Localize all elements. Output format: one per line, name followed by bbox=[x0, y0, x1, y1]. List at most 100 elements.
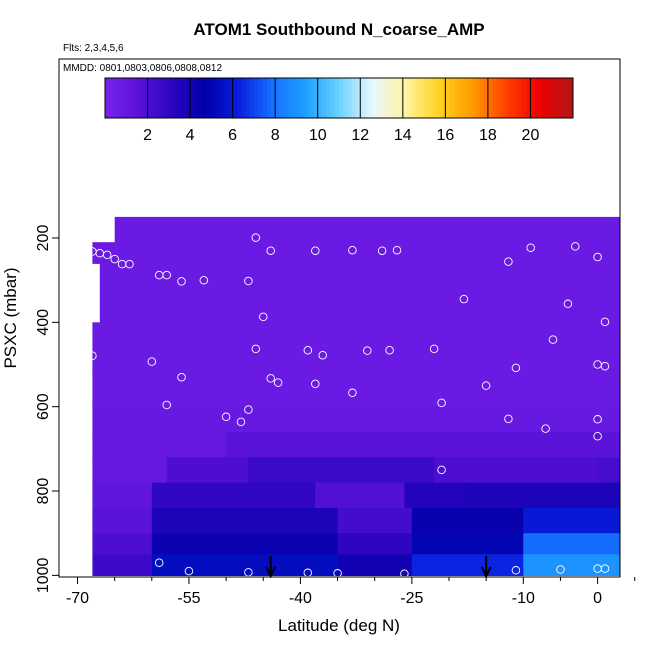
colorbar-swatch bbox=[258, 78, 263, 118]
observation-point bbox=[80, 560, 90, 570]
heatmap-cell bbox=[226, 432, 316, 458]
observation-point bbox=[125, 259, 134, 269]
colorbar-swatch bbox=[151, 78, 157, 118]
observation-point bbox=[251, 344, 261, 354]
colorbar-swatch bbox=[126, 78, 131, 118]
colorbar-swatch bbox=[241, 78, 246, 118]
heatmap-cell bbox=[92, 507, 153, 534]
observation-point bbox=[624, 565, 632, 573]
observation-point bbox=[600, 361, 610, 371]
colorbar-swatch bbox=[390, 78, 395, 118]
flights-note: Flts: 2,3,4,5,6 bbox=[63, 43, 124, 54]
colorbar-swatch bbox=[496, 78, 502, 118]
heatmap-cell bbox=[92, 406, 620, 433]
y-tick-label: 600 bbox=[35, 393, 52, 420]
heatmap-cell bbox=[337, 507, 413, 534]
colorbar-swatch bbox=[381, 78, 387, 118]
observation-point bbox=[102, 250, 112, 260]
heatmap-cell bbox=[337, 533, 413, 555]
heatmap-cells bbox=[92, 216, 620, 576]
observation-point bbox=[244, 405, 253, 414]
heatmap-cell bbox=[315, 432, 620, 458]
colorbar-swatch bbox=[147, 78, 153, 118]
colorbar-swatch bbox=[160, 78, 165, 118]
colorbar-swatch bbox=[262, 78, 268, 118]
observation-point bbox=[184, 566, 194, 576]
colorbar-swatch bbox=[168, 78, 174, 118]
observation-point bbox=[429, 344, 439, 354]
colorbar-tick-label: 4 bbox=[186, 127, 195, 144]
observation-point bbox=[363, 346, 372, 355]
x-tick-label: -25 bbox=[400, 590, 423, 607]
observation-point bbox=[311, 246, 320, 255]
observation-point bbox=[80, 246, 90, 255]
observation-point bbox=[377, 246, 387, 255]
x-tick-label: -55 bbox=[177, 590, 200, 607]
colorbar-tick-label: 20 bbox=[522, 127, 540, 144]
colorbar-swatch bbox=[292, 78, 297, 118]
colorbar-swatch bbox=[551, 78, 557, 118]
colorbar-swatch bbox=[466, 78, 472, 118]
colorbar-swatch bbox=[253, 78, 259, 118]
observation-point bbox=[162, 400, 171, 410]
observation-point bbox=[88, 351, 97, 360]
colorbar-swatch bbox=[309, 78, 314, 118]
colorbar-swatch bbox=[109, 78, 114, 118]
colorbar-swatch bbox=[351, 78, 357, 118]
x-axis-label: Latitude (deg N) bbox=[278, 616, 400, 635]
colorbar-swatch bbox=[156, 78, 161, 118]
observation-point bbox=[600, 317, 610, 327]
colorbar-tick-label: 14 bbox=[394, 127, 412, 144]
observation-points bbox=[80, 233, 632, 577]
observation-point bbox=[437, 398, 446, 408]
observation-point bbox=[162, 270, 171, 280]
colorbar-swatch bbox=[521, 78, 527, 118]
observation-point bbox=[593, 252, 602, 262]
colorbar-swatch bbox=[483, 78, 489, 118]
colorbar-tick-label: 6 bbox=[228, 127, 237, 144]
heatmap-cell bbox=[523, 533, 620, 555]
heatmap-cell bbox=[151, 554, 339, 576]
heatmap-cell bbox=[411, 554, 524, 576]
colorbar-swatch bbox=[436, 78, 442, 118]
x-tick-label: -10 bbox=[512, 590, 535, 607]
colorbar-swatch bbox=[215, 78, 221, 118]
colorbar-swatch bbox=[122, 78, 127, 118]
observation-point bbox=[348, 388, 357, 398]
heatmap-cell bbox=[315, 482, 406, 509]
colorbar-swatch bbox=[228, 78, 234, 118]
observation-point bbox=[273, 378, 283, 387]
colorbar-swatch bbox=[568, 78, 574, 118]
y-axis-label: PSXC (mbar) bbox=[1, 267, 20, 368]
arrow-marker bbox=[265, 556, 277, 579]
colorbar-tick-label: 16 bbox=[436, 127, 454, 144]
colorbar-swatch bbox=[462, 78, 468, 118]
observation-point bbox=[600, 564, 610, 573]
observation-point bbox=[437, 465, 446, 475]
heatmap-cell bbox=[166, 457, 249, 484]
y-tick-label: 200 bbox=[35, 225, 52, 252]
heatmap-cell bbox=[434, 457, 599, 484]
colorbar-swatch bbox=[198, 78, 204, 118]
colorbar-swatch bbox=[449, 78, 455, 118]
heatmap-cell bbox=[463, 216, 620, 243]
observation-point bbox=[526, 243, 535, 252]
colorbar-swatch bbox=[424, 78, 429, 118]
colorbar-swatch bbox=[245, 78, 251, 118]
plot-frame bbox=[58, 58, 621, 578]
heatmap-cell bbox=[92, 533, 153, 555]
observation-point bbox=[147, 357, 157, 366]
colorbar-swatch bbox=[419, 78, 425, 118]
x-tick-label: -40 bbox=[289, 590, 312, 607]
colorbar-tick-label: 2 bbox=[143, 127, 152, 144]
colorbar-swatch bbox=[105, 78, 110, 118]
observation-point bbox=[259, 312, 268, 322]
colorbar-tick-label: 8 bbox=[271, 127, 280, 144]
heatmap-cell bbox=[523, 507, 620, 534]
colorbar-swatch bbox=[513, 78, 519, 118]
x-axis: -70-55-40-25-1001020304050607080 bbox=[66, 577, 636, 607]
observation-point bbox=[244, 276, 253, 286]
observation-point bbox=[199, 275, 209, 285]
dates-note: MMDD: 0801,0803,0806,0808,0812 bbox=[63, 63, 222, 74]
colorbar-tick-label: 12 bbox=[351, 127, 369, 144]
